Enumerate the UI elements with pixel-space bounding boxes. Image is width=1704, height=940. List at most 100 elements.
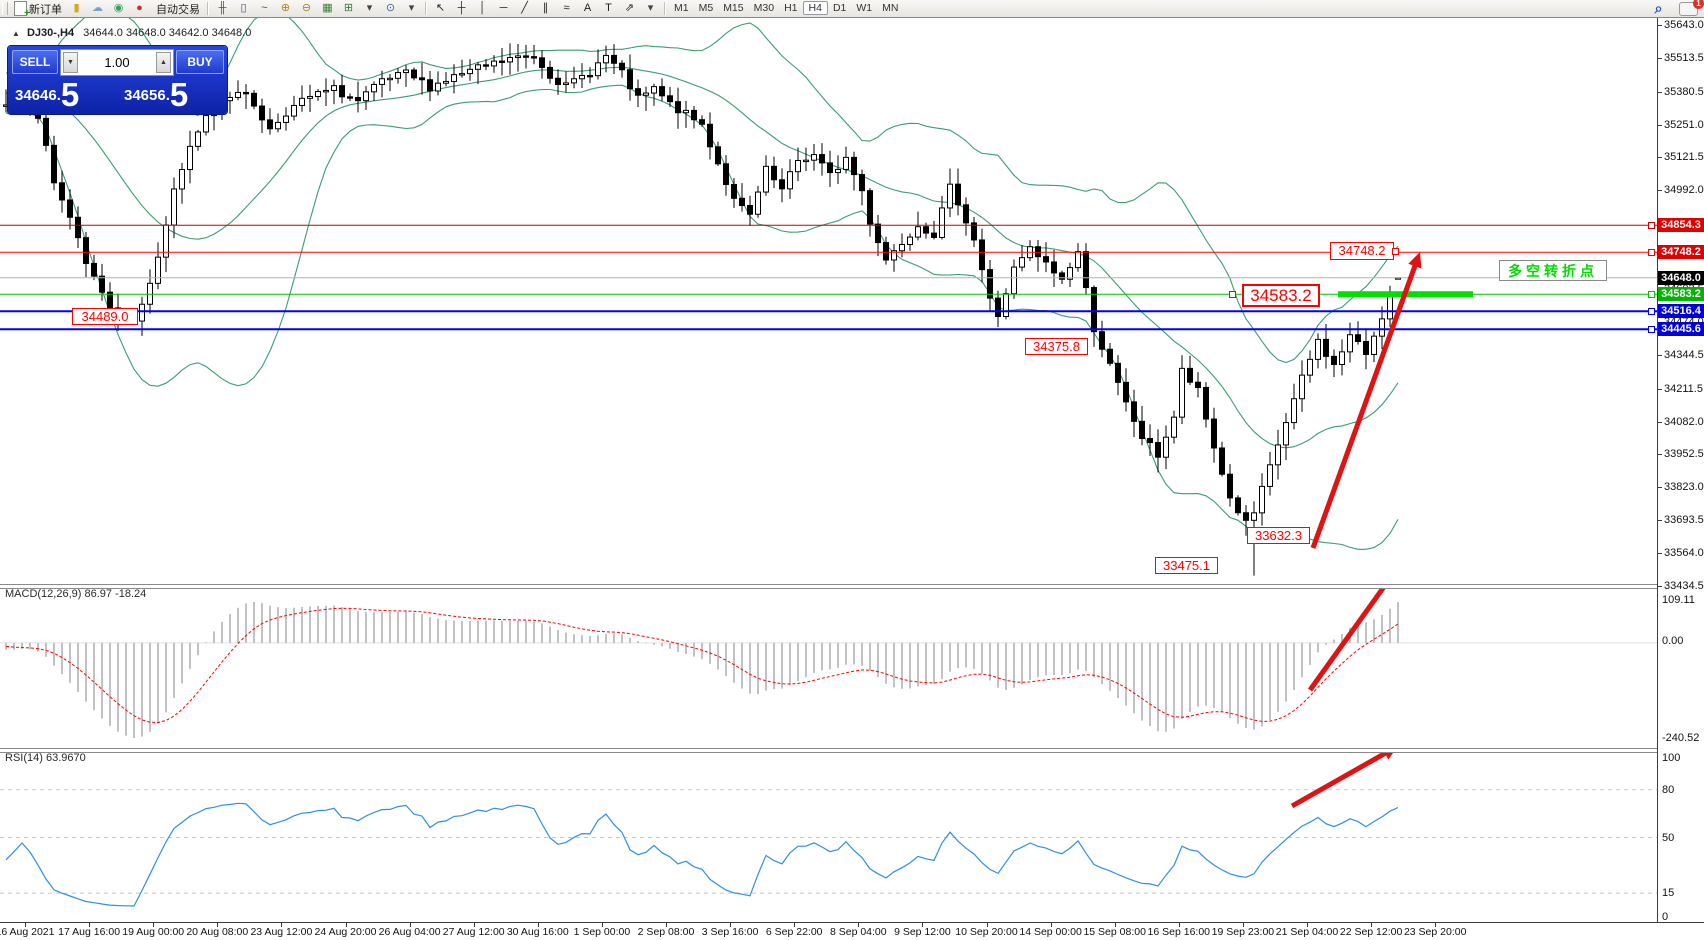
period-clock-icon[interactable]: ⊙: [381, 1, 400, 16]
price-axis-label: 33434.5: [1664, 580, 1704, 592]
time-axis-tick: [601, 923, 603, 927]
chart-dropdown-icon[interactable]: ▾: [360, 1, 379, 16]
rsi-pane-separator[interactable]: [0, 748, 1657, 753]
volume-spinner[interactable]: ▼ 1.00 ▲: [60, 49, 174, 76]
time-axis-label[interactable]: 30 Aug 16:00: [506, 926, 569, 938]
price-annotation[interactable]: 34583.2: [1242, 284, 1320, 307]
macd-pane-separator[interactable]: [0, 584, 1657, 589]
time-axis-label[interactable]: 17 Aug 16:00: [58, 926, 121, 938]
time-axis-tick: [1178, 923, 1180, 927]
time-axis-label[interactable]: 9 Sep 12:00: [894, 926, 951, 938]
time-axis-label[interactable]: 1 Sep 00:00: [573, 926, 631, 938]
price-axis-label: 35380.5: [1664, 85, 1704, 98]
time-axis-tick: [666, 923, 667, 927]
price-annotation[interactable]: 34748.2: [1330, 242, 1394, 260]
time-axis-tick: [1050, 923, 1052, 927]
price-badge: 34516.4: [1658, 304, 1704, 319]
autotrade-icon[interactable]: ●: [130, 1, 149, 16]
turning-point-annotation[interactable]: 多空转折点: [1499, 260, 1607, 281]
price-axis-tick: [1657, 454, 1662, 456]
time-axis-label[interactable]: 24 Aug 20:00: [314, 926, 377, 938]
zoom-out-icon[interactable]: ⊖: [297, 1, 316, 16]
line-chart-icon[interactable]: ~: [255, 1, 274, 16]
time-axis-label[interactable]: 26 Aug 04:00: [378, 926, 441, 938]
time-axis-label[interactable]: 14 Sep 00:00: [1019, 926, 1082, 938]
cloud-icon[interactable]: ☁: [88, 1, 107, 16]
zoom-in-icon[interactable]: ⊕: [276, 1, 295, 16]
time-axis-label[interactable]: 2 Sep 08:00: [637, 926, 695, 938]
sell-button[interactable]: SELL: [12, 50, 58, 74]
timeframe-d1[interactable]: D1: [832, 2, 847, 14]
volume-down-button[interactable]: ▼: [63, 52, 78, 73]
price-annotation[interactable]: 33475.1: [1155, 557, 1218, 574]
price-axis-label: 34992.0: [1664, 184, 1704, 197]
auto-trading-button[interactable]: 自动交易: [151, 1, 203, 16]
notifications-icon[interactable]: 1: [1679, 0, 1704, 16]
time-axis-label[interactable]: 19 Aug 00:00: [122, 926, 185, 938]
price-annotation[interactable]: 34375.8: [1025, 338, 1088, 355]
clock-dropdown-icon: ▾: [408, 2, 415, 14]
bar-chart-icon[interactable]: ╫: [213, 1, 232, 16]
text-icon[interactable]: A: [578, 1, 597, 16]
time-axis-tick: [1435, 923, 1437, 927]
candle-chart-icon[interactable]: ▯: [234, 1, 253, 16]
arrows-tool-icon[interactable]: ⇗: [620, 1, 639, 16]
vline-icon[interactable]: │: [473, 1, 492, 16]
timeframe-mn[interactable]: MN: [882, 2, 899, 14]
price-annotation[interactable]: 33632.3: [1247, 527, 1310, 544]
yellow-box-icon[interactable]: ▮: [67, 1, 86, 16]
one-click-trade-panel: SELL ▼ 1.00 ▲ BUY 34646.5 34656.5: [8, 46, 227, 114]
time-axis-label[interactable]: 15 Sep 08:00: [1083, 926, 1146, 938]
timeframe-m30[interactable]: M30: [753, 2, 775, 14]
channel-icon[interactable]: ∥: [536, 1, 555, 16]
new-chart-icon: ⊞: [343, 2, 354, 14]
timeframe-m1[interactable]: M1: [674, 2, 689, 14]
arrows-dropdown-icon[interactable]: ▾: [641, 1, 660, 16]
signal-icon[interactable]: ◉: [109, 1, 128, 16]
zoom-out-icon: ⊖: [301, 2, 312, 14]
macd-axis-label: -240.52: [1662, 732, 1700, 744]
new-order-button[interactable]: 新订单: [11, 1, 65, 19]
timeframe-m15[interactable]: M15: [723, 2, 744, 14]
time-axis-label[interactable]: 23 Aug 12:00: [250, 926, 313, 938]
volume-value[interactable]: 1.00: [104, 55, 130, 70]
sell-price[interactable]: 34646.5: [15, 76, 80, 113]
time-axis-label[interactable]: 21 Sep 04:00: [1275, 926, 1339, 938]
time-axis-tick: [153, 923, 155, 927]
buy-button[interactable]: BUY: [176, 50, 224, 74]
trendline-icon[interactable]: ╱: [515, 1, 534, 16]
clock-dropdown-icon[interactable]: ▾: [402, 1, 421, 16]
new-chart-icon[interactable]: ⊞: [339, 1, 358, 16]
cursor-icon[interactable]: ↖: [431, 1, 450, 16]
timeframe-m5[interactable]: M5: [698, 2, 714, 14]
buy-price[interactable]: 34656.5: [124, 76, 189, 113]
fibonacci-icon: ≈: [563, 2, 570, 14]
timeframe-h1[interactable]: H1: [784, 2, 798, 14]
time-axis-label[interactable]: 23 Sep 20:00: [1403, 926, 1467, 938]
crosshair-icon[interactable]: ┼: [452, 1, 471, 16]
time-axis-label[interactable]: 10 Sep 20:00: [955, 926, 1018, 938]
time-axis-label[interactable]: 3 Sep 16:00: [701, 926, 759, 938]
time-axis-label[interactable]: 8 Sep 04:00: [829, 926, 887, 938]
price-axis-tick: [1657, 57, 1662, 59]
fibonacci-icon[interactable]: ≈: [557, 1, 576, 16]
toolbar-separator: [207, 2, 209, 15]
price-annotation[interactable]: 34489.0: [72, 308, 138, 325]
cursor-icon: ↖: [435, 2, 446, 14]
label-icon[interactable]: T: [599, 1, 618, 16]
timeframe-w1[interactable]: W1: [856, 2, 873, 14]
time-axis-label[interactable]: 6 Sep 22:00: [765, 926, 823, 938]
hline-icon[interactable]: ─: [494, 1, 513, 16]
collapse-arrow-icon[interactable]: ▲: [12, 29, 20, 38]
tile-windows-icon[interactable]: ▦: [318, 1, 337, 16]
time-axis-label[interactable]: 27 Aug 12:00: [442, 926, 505, 938]
time-axis-label[interactable]: 16 Aug 2021: [0, 926, 55, 938]
time-axis-label[interactable]: 22 Sep 12:00: [1339, 926, 1403, 938]
volume-up-button[interactable]: ▲: [156, 52, 171, 73]
time-axis-label[interactable]: 16 Sep 16:00: [1147, 926, 1211, 938]
timeframe-h4[interactable]: H4: [802, 1, 828, 15]
search-icon[interactable]: ⌕: [1654, 0, 1663, 16]
time-axis-label[interactable]: 19 Sep 23:00: [1211, 926, 1275, 938]
level-axis-square: [1648, 325, 1655, 333]
time-axis-label[interactable]: 20 Aug 08:00: [186, 926, 249, 938]
